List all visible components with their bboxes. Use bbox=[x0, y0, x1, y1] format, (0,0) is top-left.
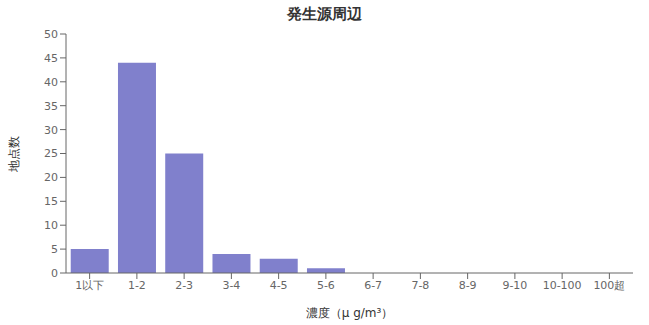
svg-text:6-7: 6-7 bbox=[364, 279, 382, 292]
svg-text:15: 15 bbox=[44, 195, 58, 208]
svg-text:0: 0 bbox=[51, 267, 58, 280]
svg-text:5-6: 5-6 bbox=[317, 279, 335, 292]
svg-text:9-10: 9-10 bbox=[502, 279, 527, 292]
svg-text:7-8: 7-8 bbox=[411, 279, 429, 292]
svg-text:10-100: 10-100 bbox=[543, 279, 582, 292]
svg-text:10: 10 bbox=[44, 219, 58, 232]
svg-text:1以下: 1以下 bbox=[75, 279, 104, 292]
svg-text:30: 30 bbox=[44, 124, 58, 137]
svg-text:20: 20 bbox=[44, 171, 58, 184]
svg-text:地点数: 地点数 bbox=[8, 136, 21, 173]
svg-text:35: 35 bbox=[44, 100, 58, 113]
svg-text:5: 5 bbox=[51, 243, 58, 256]
svg-text:3-4: 3-4 bbox=[222, 279, 240, 292]
svg-text:2-3: 2-3 bbox=[175, 279, 193, 292]
svg-text:濃度（μ g/m³）: 濃度（μ g/m³） bbox=[306, 306, 394, 320]
svg-text:40: 40 bbox=[44, 76, 58, 89]
svg-text:4-5: 4-5 bbox=[270, 279, 288, 292]
svg-text:25: 25 bbox=[44, 147, 58, 160]
svg-text:8-9: 8-9 bbox=[459, 279, 477, 292]
html-text:発生源周辺: 発生源周辺 bbox=[287, 5, 362, 23]
svg-text:1-2: 1-2 bbox=[128, 279, 146, 292]
svg-text:50: 50 bbox=[44, 28, 58, 41]
svg-text:100超: 100超 bbox=[593, 279, 625, 292]
svg-text:45: 45 bbox=[44, 52, 58, 65]
